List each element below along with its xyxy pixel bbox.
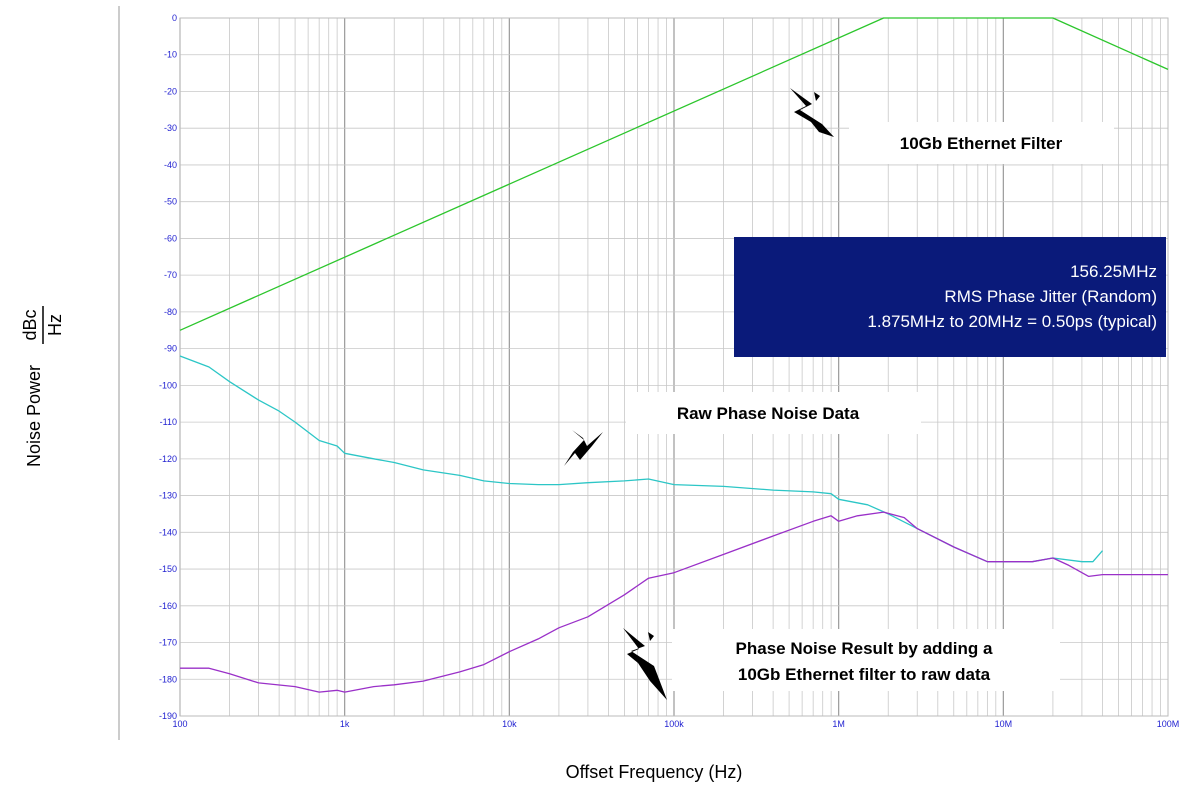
x-tick-labels: 100 1k 10k 100k 1M 10M 100M bbox=[172, 719, 1179, 729]
filter-annotation-label: 10Gb Ethernet Filter bbox=[900, 134, 1063, 153]
info-box-background bbox=[734, 237, 1166, 357]
y-tick-label: -140 bbox=[159, 527, 177, 537]
series-line-filter bbox=[179, 17, 1169, 331]
y-tick-labels: 0 -10 -20 -30 -40 -50 -60 -70 -80 -90 -100 -110 -120… bbox=[159, 13, 177, 721]
y-tick-label: -110 bbox=[160, 417, 177, 427]
y-tick-label: -170 bbox=[159, 638, 177, 648]
y-tick-label: -20 bbox=[164, 86, 177, 96]
raw-arrow-icon bbox=[564, 430, 603, 466]
raw-annotation-box bbox=[626, 392, 921, 434]
filter-arrow-icon bbox=[790, 88, 834, 137]
filter-annotation-box bbox=[849, 122, 1114, 164]
y-axis-title: Noise Power bbox=[24, 365, 44, 467]
x-tick-label: 1M bbox=[832, 719, 845, 729]
y-tick-label: -190 bbox=[159, 711, 177, 721]
filter-annotation: 10Gb Ethernet Filter bbox=[790, 88, 1114, 164]
x-axis-title: Offset Frequency (Hz) bbox=[566, 762, 743, 782]
y-axis-unit-numerator: dBc bbox=[20, 309, 40, 340]
y-tick-label: -130 bbox=[159, 491, 177, 501]
info-box-line2: RMS Phase Jitter (Random) bbox=[944, 287, 1157, 306]
result-annotation-box bbox=[672, 629, 1060, 691]
result-arrow-tick-icon bbox=[648, 632, 654, 641]
info-box-line1: 156.25MHz bbox=[1070, 262, 1157, 281]
y-axis-unit-denominator: Hz bbox=[45, 314, 65, 336]
x-tick-label: 10k bbox=[502, 719, 517, 729]
plot-frame bbox=[179, 17, 1169, 717]
y-tick-label: -180 bbox=[159, 674, 177, 684]
result-annotation-line1: Phase Noise Result by adding a bbox=[736, 639, 994, 658]
series-line-result bbox=[180, 511, 1168, 693]
info-box-line3: 1.875MHz to 20MHz = 0.50ps (typical) bbox=[867, 312, 1157, 331]
filter-arrow-tick-icon bbox=[814, 92, 820, 101]
y-tick-label: -40 bbox=[164, 160, 177, 170]
result-arrow-icon bbox=[623, 628, 667, 700]
x-tick-label: 10M bbox=[995, 719, 1013, 729]
y-tick-label: -80 bbox=[164, 307, 177, 317]
y-tick-label: -30 bbox=[164, 123, 177, 133]
series-lines bbox=[179, 17, 1169, 693]
x-tick-label: 100M bbox=[1157, 719, 1180, 729]
y-axis-title-group: Noise Power dBc Hz bbox=[20, 306, 65, 467]
raw-annotation-label: Raw Phase Noise Data bbox=[677, 404, 860, 423]
y-tick-label: -10 bbox=[164, 50, 177, 60]
y-tick-label: -120 bbox=[159, 454, 177, 464]
x-tick-label: 100 bbox=[172, 719, 187, 729]
y-tick-label: -100 bbox=[159, 380, 177, 390]
y-tick-label: -160 bbox=[159, 601, 177, 611]
y-tick-label: -50 bbox=[164, 197, 177, 207]
y-tick-label: -150 bbox=[159, 564, 177, 574]
info-box: 156.25MHz RMS Phase Jitter (Random) 1.87… bbox=[734, 237, 1166, 357]
x-tick-label: 1k bbox=[340, 719, 350, 729]
result-annotation-line2: 10Gb Ethernet filter to raw data bbox=[738, 665, 991, 684]
result-annotation: Phase Noise Result by adding a 10Gb Ethe… bbox=[623, 628, 1060, 700]
y-tick-label: -70 bbox=[164, 270, 177, 280]
y-tick-label: -90 bbox=[164, 344, 177, 354]
x-tick-label: 100k bbox=[664, 719, 684, 729]
raw-annotation: Raw Phase Noise Data bbox=[564, 392, 921, 466]
y-tick-label: -60 bbox=[164, 233, 177, 243]
y-tick-label: 0 bbox=[172, 13, 177, 23]
